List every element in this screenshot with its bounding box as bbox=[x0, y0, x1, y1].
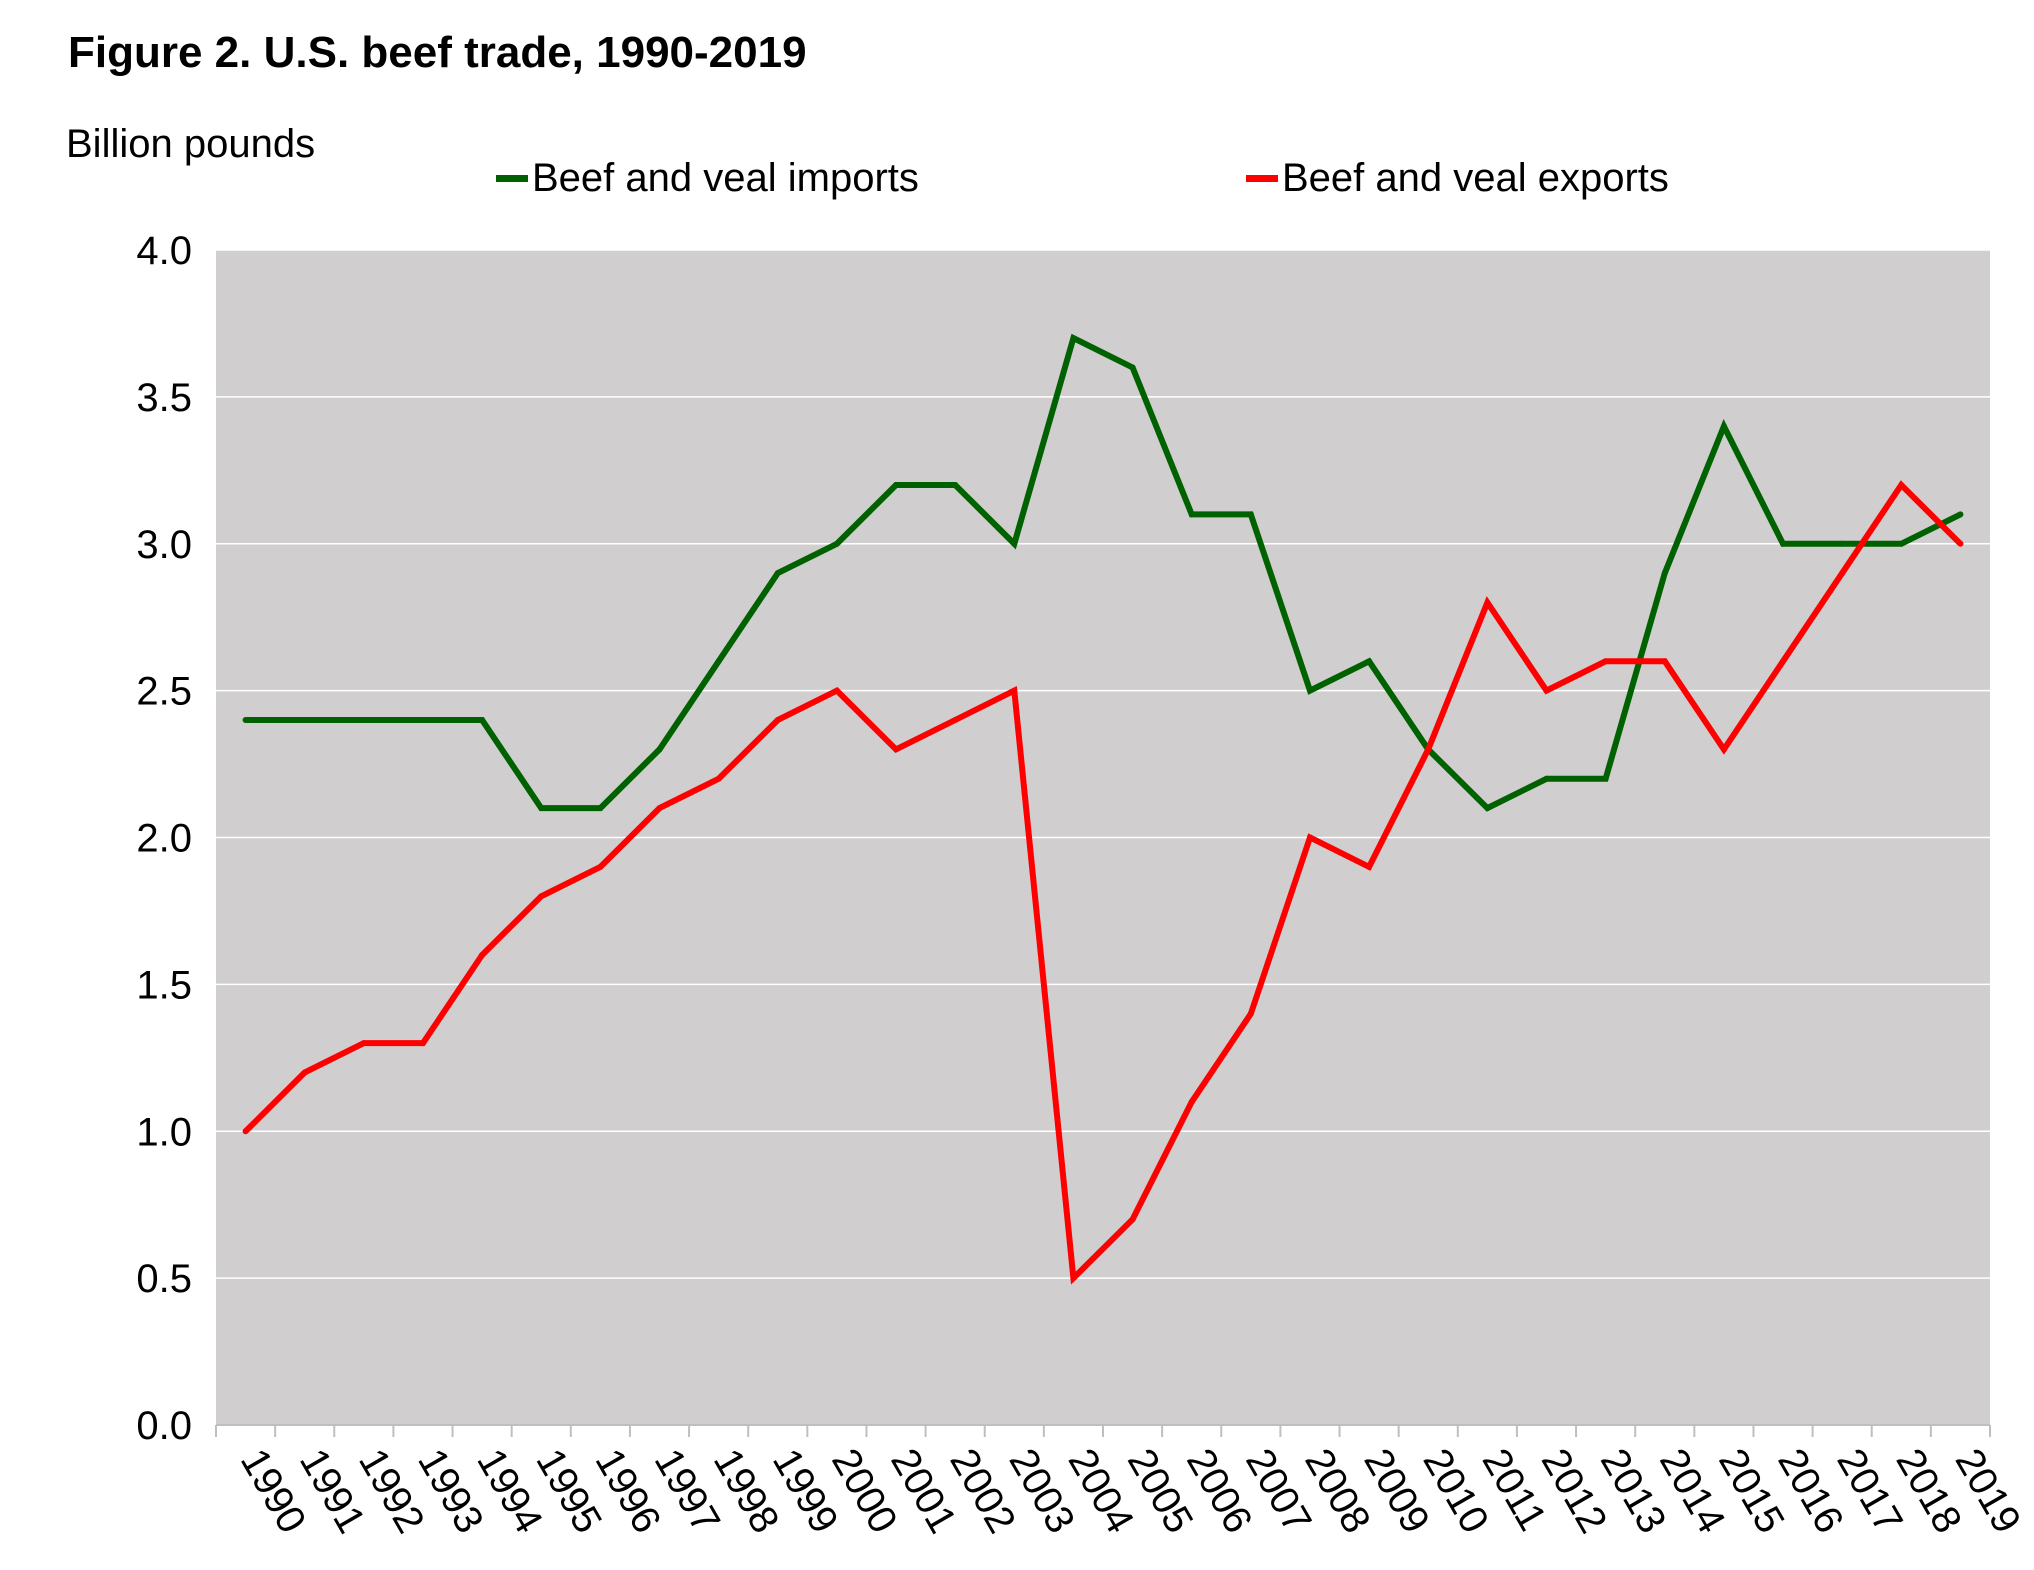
exports-point-2003 bbox=[1011, 687, 1018, 694]
imports-point-2019 bbox=[1957, 511, 1964, 518]
exports-point-1995 bbox=[538, 893, 545, 900]
exports-point-1998 bbox=[715, 775, 722, 782]
y-tick-label: 3.0 bbox=[136, 523, 192, 567]
imports-point-1990 bbox=[242, 717, 249, 723]
imports-point-1993 bbox=[419, 717, 426, 723]
exports-point-1999 bbox=[774, 717, 781, 723]
imports-point-1994 bbox=[479, 717, 486, 723]
imports-point-1992 bbox=[360, 717, 367, 723]
exports-point-2014 bbox=[1661, 658, 1668, 665]
y-tick-label: 2.5 bbox=[136, 670, 192, 714]
exports-point-2006 bbox=[1188, 1098, 1195, 1105]
exports-point-2013 bbox=[1602, 658, 1609, 665]
exports-point-2019 bbox=[1957, 540, 1964, 547]
legend-swatch-imports bbox=[496, 174, 528, 182]
exports-point-2007 bbox=[1247, 1010, 1254, 1017]
imports-point-2002 bbox=[952, 482, 959, 488]
x-tick-label: 2019 bbox=[1947, 1442, 2030, 1541]
chart-title: Figure 2. U.S. beef trade, 1990-2019 bbox=[68, 28, 807, 77]
exports-point-1992 bbox=[360, 1040, 367, 1047]
exports-point-2017 bbox=[1839, 570, 1846, 577]
legend-label-imports: Beef and veal imports bbox=[532, 155, 919, 200]
imports-point-2007 bbox=[1247, 511, 1254, 518]
imports-point-2009 bbox=[1366, 658, 1373, 665]
imports-point-1995 bbox=[538, 805, 545, 812]
y-axis-label: Billion pounds bbox=[66, 122, 316, 166]
imports-point-2016 bbox=[1780, 540, 1787, 547]
legend-label-exports: Beef and veal exports bbox=[1282, 155, 1669, 200]
imports-point-2013 bbox=[1602, 775, 1609, 782]
imports-point-2008 bbox=[1306, 687, 1313, 694]
exports-point-2015 bbox=[1720, 746, 1727, 753]
imports-point-2000 bbox=[833, 540, 840, 547]
legend-swatch-exports bbox=[1246, 174, 1278, 182]
imports-point-2005 bbox=[1129, 364, 1136, 371]
y-tick-label: 3.5 bbox=[136, 376, 192, 420]
exports-point-2004 bbox=[1070, 1275, 1077, 1282]
exports-point-2011 bbox=[1484, 599, 1491, 606]
imports-point-2001 bbox=[893, 482, 900, 488]
imports-point-2012 bbox=[1543, 775, 1550, 782]
exports-point-2012 bbox=[1543, 687, 1550, 694]
exports-point-2016 bbox=[1780, 658, 1787, 665]
imports-point-1996 bbox=[597, 805, 604, 812]
y-tick-label: 2.0 bbox=[136, 817, 192, 861]
imports-point-2006 bbox=[1188, 511, 1195, 518]
imports-point-2017 bbox=[1839, 540, 1846, 547]
imports-point-2011 bbox=[1484, 805, 1491, 812]
exports-point-2009 bbox=[1366, 863, 1373, 870]
legend-item-exports: Beef and veal exports bbox=[1246, 154, 1669, 202]
y-tick-label: 0.0 bbox=[136, 1404, 192, 1448]
imports-point-1998 bbox=[715, 658, 722, 665]
exports-point-2010 bbox=[1425, 746, 1432, 753]
exports-point-2005 bbox=[1129, 1216, 1136, 1223]
imports-point-1997 bbox=[656, 746, 663, 753]
series-line-exports bbox=[243, 480, 1963, 1285]
exports-point-1990 bbox=[242, 1128, 249, 1135]
y-tick-label: 4.0 bbox=[136, 229, 192, 273]
exports-point-1993 bbox=[419, 1040, 426, 1047]
imports-point-2014 bbox=[1661, 570, 1668, 577]
y-tick-label: 1.0 bbox=[136, 1110, 192, 1154]
exports-point-2000 bbox=[833, 687, 840, 694]
exports-point-1991 bbox=[301, 1069, 308, 1076]
imports-point-2003 bbox=[1011, 540, 1018, 547]
series-line-imports bbox=[245, 333, 1962, 812]
imports-point-1999 bbox=[774, 570, 781, 577]
imports-point-2018 bbox=[1898, 540, 1905, 547]
exports-point-2002 bbox=[952, 717, 959, 723]
exports-point-2018 bbox=[1898, 482, 1905, 488]
exports-point-2001 bbox=[893, 746, 900, 753]
legend-item-imports: Beef and veal imports bbox=[496, 154, 919, 202]
imports-point-2015 bbox=[1720, 423, 1727, 430]
exports-point-2008 bbox=[1306, 834, 1313, 841]
y-tick-label: 1.5 bbox=[136, 963, 192, 1007]
imports-point-1991 bbox=[301, 717, 308, 723]
exports-point-1997 bbox=[656, 805, 663, 812]
imports-point-2004 bbox=[1070, 335, 1077, 342]
exports-point-1994 bbox=[479, 952, 486, 958]
y-tick-label: 0.5 bbox=[136, 1257, 192, 1301]
exports-point-1996 bbox=[597, 863, 604, 870]
